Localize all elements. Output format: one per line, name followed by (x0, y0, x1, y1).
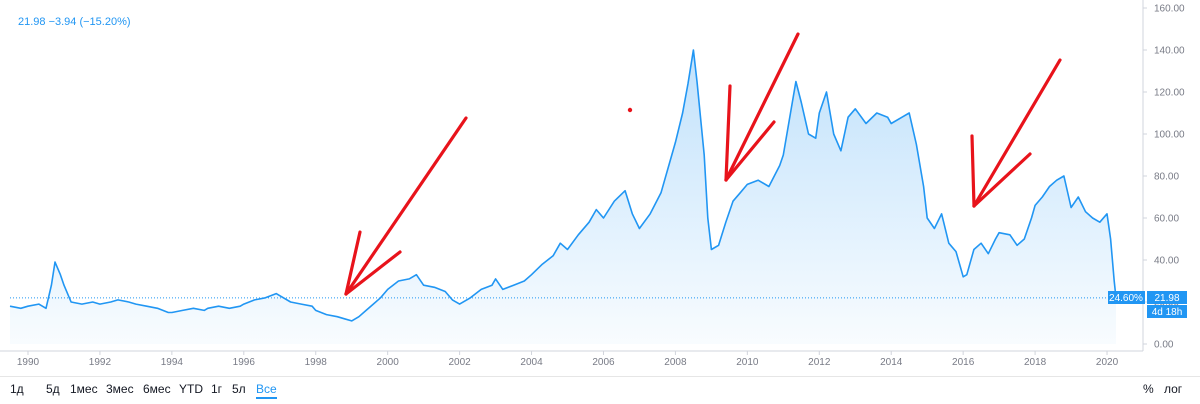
red-arrow-stroke (724, 32, 800, 182)
countdown-label: 4d 18h (1152, 307, 1183, 318)
x-tick-label: 2004 (520, 357, 543, 368)
percent-scale-toggle[interactable]: % (1143, 382, 1154, 396)
red-arrow-stroke (972, 58, 1062, 208)
red-arrow-stroke (724, 120, 776, 182)
x-tick-label: 1996 (233, 357, 256, 368)
price-label: 21.98 (1154, 293, 1179, 304)
y-tick-label: 60.00 (1154, 214, 1179, 225)
x-tick-label: 2010 (736, 357, 759, 368)
x-tick-label: 1992 (89, 357, 112, 368)
x-tick-label: 2020 (1096, 357, 1119, 368)
x-tick-label: 2000 (377, 357, 400, 368)
timeframe-1y-button[interactable]: 1г (211, 382, 223, 396)
timeframe-5d-button[interactable]: 5д (46, 382, 60, 396)
timeframe-6m-button[interactable]: 6мес (143, 382, 171, 396)
price-labels: 24.60% 21.98 4d 18h (1108, 291, 1187, 318)
x-tick-label: 2012 (808, 357, 831, 368)
red-arrow-stroke (724, 84, 732, 182)
log-scale-toggle[interactable]: лог (1164, 382, 1183, 396)
red-arrow-stroke (344, 116, 468, 296)
price-label-bg (1147, 291, 1187, 304)
timeframe-ytd-button[interactable]: YTD (179, 382, 203, 396)
x-tick-label: 2018 (1024, 357, 1047, 368)
x-tick-label: 2002 (448, 357, 471, 368)
y-tick-label: 140.00 (1154, 46, 1185, 57)
red-dot (627, 107, 633, 113)
x-tick-label: 2016 (952, 357, 975, 368)
x-tick-label: 1998 (305, 357, 328, 368)
timeframe-1m-button[interactable]: 1мес (70, 382, 98, 396)
x-tick-label: 2008 (664, 357, 687, 368)
bottom-toolbar: 1д 5д 1мес 3мес 6мес YTD 1г 5л Все % лог (0, 376, 1200, 404)
legend-value: 21.98 −3.94 (−15.20%) (18, 16, 131, 28)
red-arrow-stroke (344, 250, 402, 296)
series-line (9, 49, 1117, 322)
x-axis: 1990 1992 1994 1996 1998 2000 2002 2004 2006 2008… (17, 351, 1119, 368)
annotation-arrows (344, 32, 1062, 296)
y-tick-label: 120.00 (1154, 88, 1185, 99)
y-tick-label: 160.00 (1154, 4, 1185, 15)
y-tick-label: 100.00 (1154, 130, 1185, 141)
timeframe-all-button[interactable]: Все (256, 382, 277, 399)
percent-label: 24.60% (1109, 293, 1143, 304)
series-area-fill (10, 50, 1116, 344)
red-arrow-stroke (970, 134, 976, 208)
y-axis: 0.0020.0040.0060.0080.00100.00120.00140.… (1143, 4, 1185, 351)
red-arrow-stroke (972, 152, 1032, 208)
timeframe-1d-button[interactable]: 1д (10, 382, 24, 396)
y-tick-label: 40.00 (1154, 256, 1179, 267)
timeframe-3m-button[interactable]: 3мес (106, 382, 134, 396)
timeframe-5y-button[interactable]: 5л (232, 382, 246, 396)
y-tick-label: 0.00 (1154, 340, 1174, 351)
x-tick-label: 2014 (880, 357, 903, 368)
percent-label-bg (1108, 291, 1145, 304)
countdown-label-bg (1147, 305, 1187, 318)
x-tick-label: 1990 (17, 357, 40, 368)
x-tick-label: 2006 (592, 357, 615, 368)
y-tick-label: 80.00 (1154, 172, 1179, 183)
red-arrow-stroke (344, 230, 362, 296)
x-tick-label: 1994 (161, 357, 184, 368)
